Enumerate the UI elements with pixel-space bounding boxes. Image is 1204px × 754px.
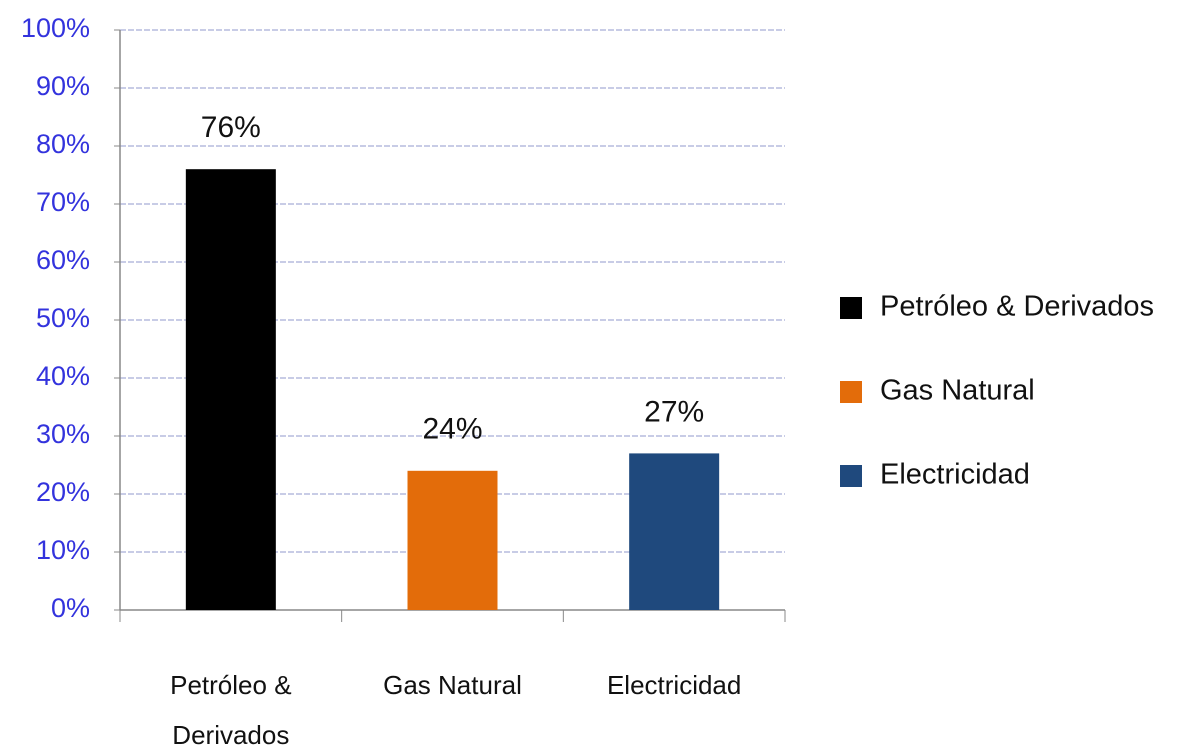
y-tick-label: 30%: [36, 419, 90, 449]
y-tick-label: 90%: [36, 71, 90, 101]
y-tick-label: 20%: [36, 477, 90, 507]
x-tick-label: Gas Natural: [383, 670, 522, 700]
y-tick-label: 80%: [36, 129, 90, 159]
y-tick-label: 40%: [36, 361, 90, 391]
value-label: 27%: [644, 395, 704, 428]
y-tick-label: 100%: [21, 13, 90, 43]
y-tick-label: 50%: [36, 303, 90, 333]
y-tick-label: 10%: [36, 535, 90, 565]
legend-label: Electricidad: [880, 459, 1030, 491]
legend-label: Gas Natural: [880, 375, 1035, 407]
bar: [185, 169, 276, 610]
value-label: 24%: [422, 413, 482, 446]
x-tick-label: Petróleo & Derivados: [170, 670, 292, 750]
y-tick-label: 0%: [51, 593, 90, 623]
legend-swatch: [840, 465, 862, 487]
bar: [407, 470, 498, 610]
legend-swatch: [840, 381, 862, 403]
y-tick-label: 70%: [36, 187, 90, 217]
value-label: 76%: [201, 111, 261, 144]
y-tick-label: 60%: [36, 245, 90, 275]
x-tick-label: Electricidad: [606, 670, 742, 700]
bar: [629, 453, 720, 610]
legend-swatch: [840, 297, 862, 319]
legend-label: Petróleo & Derivados: [880, 291, 1154, 323]
